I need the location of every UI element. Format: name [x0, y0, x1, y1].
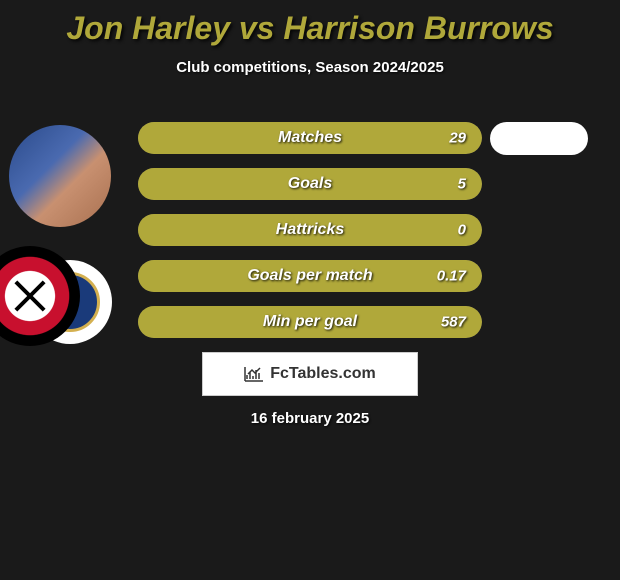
stat-label: Min per goal	[263, 313, 357, 331]
player-left-photo	[9, 125, 111, 227]
page-title: Jon Harley vs Harrison Burrows	[0, 0, 620, 47]
branding-text: FcTables.com	[270, 365, 376, 383]
subtitle: Club competitions, Season 2024/2025	[0, 59, 620, 76]
player-right-photo	[490, 122, 588, 155]
stat-label: Matches	[278, 129, 342, 147]
stat-value-right: 29	[449, 130, 466, 147]
chart-icon	[244, 366, 264, 382]
stat-fill-left	[138, 122, 145, 154]
branding-box: FcTables.com	[202, 352, 418, 396]
date-text: 16 february 2025	[251, 410, 369, 427]
stat-bar-matches: Matches 29	[138, 122, 482, 154]
comparison-card: Jon Harley vs Harrison Burrows Club comp…	[0, 0, 620, 580]
stat-label: Hattricks	[276, 221, 344, 239]
stat-label: Goals per match	[247, 267, 372, 285]
stat-bar-goals-per-match: Goals per match 0.17	[138, 260, 482, 292]
stat-value-right: 5	[458, 176, 466, 193]
stats-panel: Matches 29 Goals 5 Hattricks 0 Goals per…	[138, 122, 482, 352]
swords-icon	[10, 276, 50, 316]
stat-fill-left	[138, 214, 145, 246]
stat-label: Goals	[288, 175, 332, 193]
stat-bar-goals: Goals 5	[138, 168, 482, 200]
stat-fill-left	[138, 260, 145, 292]
stat-fill-left	[138, 306, 145, 338]
stat-value-right: 0	[458, 222, 466, 239]
stat-value-right: 0.17	[437, 268, 466, 285]
stat-bar-min-per-goal: Min per goal 587	[138, 306, 482, 338]
stat-bar-hattricks: Hattricks 0	[138, 214, 482, 246]
stat-value-right: 587	[441, 314, 466, 331]
stat-fill-left	[138, 168, 145, 200]
